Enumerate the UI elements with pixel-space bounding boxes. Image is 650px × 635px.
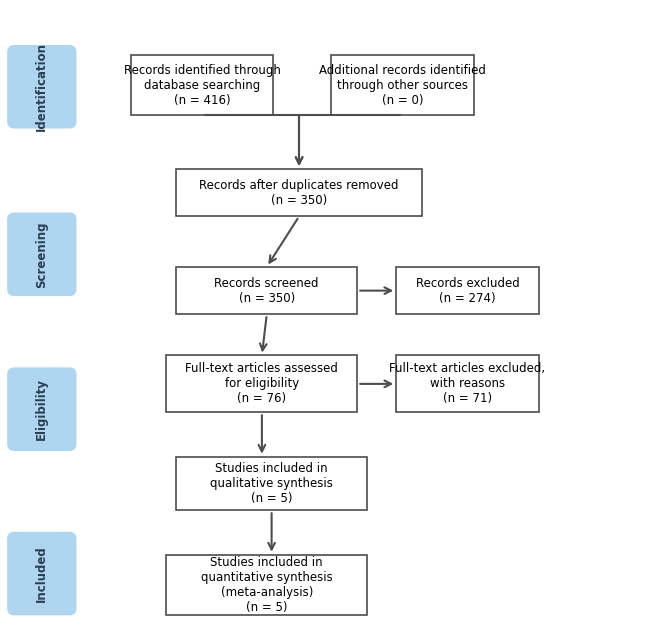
- Text: Additional records identified
through other sources
(n = 0): Additional records identified through ot…: [319, 64, 486, 107]
- FancyBboxPatch shape: [8, 368, 76, 450]
- FancyBboxPatch shape: [166, 554, 367, 615]
- Text: Included: Included: [35, 545, 48, 602]
- FancyBboxPatch shape: [396, 356, 539, 412]
- FancyBboxPatch shape: [396, 267, 539, 314]
- FancyBboxPatch shape: [8, 533, 76, 615]
- FancyBboxPatch shape: [176, 169, 422, 217]
- FancyBboxPatch shape: [332, 55, 474, 115]
- Text: Records identified through
database searching
(n = 416): Records identified through database sear…: [124, 64, 280, 107]
- FancyBboxPatch shape: [8, 213, 76, 295]
- FancyBboxPatch shape: [176, 267, 358, 314]
- Text: Full-text articles assessed
for eligibility
(n = 76): Full-text articles assessed for eligibil…: [185, 363, 339, 405]
- Text: Studies included in
qualitative synthesis
(n = 5): Studies included in qualitative synthesi…: [210, 462, 333, 505]
- Text: Full-text articles excluded,
with reasons
(n = 71): Full-text articles excluded, with reason…: [389, 363, 545, 405]
- Text: Records screened
(n = 350): Records screened (n = 350): [214, 277, 319, 305]
- FancyBboxPatch shape: [131, 55, 273, 115]
- Text: Studies included in
quantitative synthesis
(meta-analysis)
(n = 5): Studies included in quantitative synthes…: [201, 556, 333, 613]
- Text: Screening: Screening: [35, 221, 48, 288]
- Text: Records after duplicates removed
(n = 350): Records after duplicates removed (n = 35…: [200, 178, 399, 206]
- Text: Records excluded
(n = 274): Records excluded (n = 274): [415, 277, 519, 305]
- FancyBboxPatch shape: [166, 356, 358, 412]
- Text: Eligibility: Eligibility: [35, 378, 48, 440]
- FancyBboxPatch shape: [176, 457, 367, 511]
- FancyBboxPatch shape: [8, 46, 76, 128]
- Text: Identification: Identification: [35, 43, 48, 131]
